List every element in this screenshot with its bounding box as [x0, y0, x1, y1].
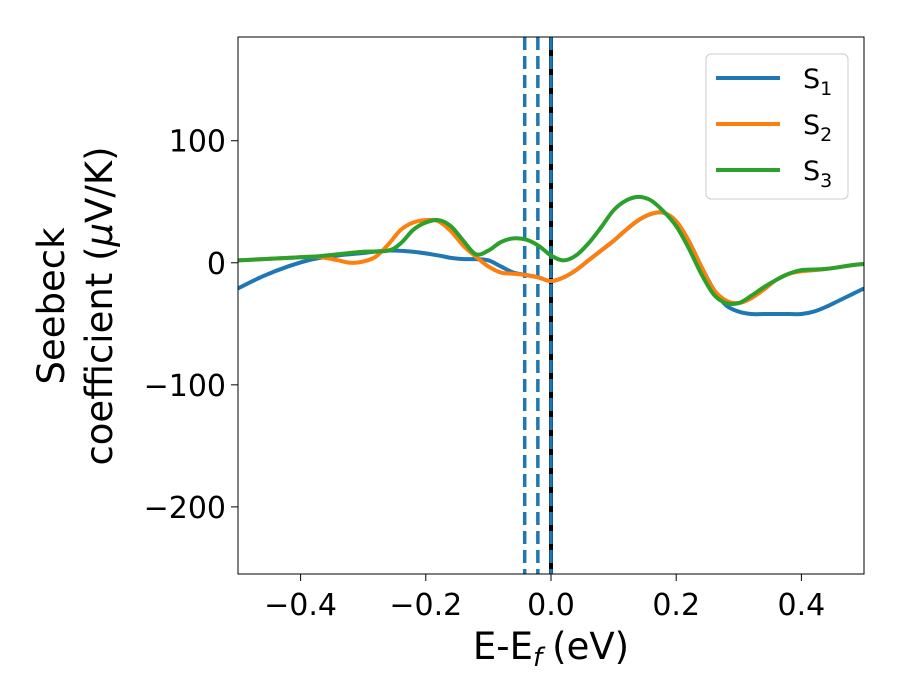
series-lines	[238, 194, 864, 317]
x-axis-ticks: −0.4 −0.2 0.0 0.2 0.4	[264, 574, 825, 623]
x-axis-label: E-Ef (eV)	[473, 625, 629, 673]
y-axis-label-line1: Seebeck	[30, 227, 73, 385]
y-tick-label: −100	[144, 369, 226, 404]
series-line-s3	[238, 194, 864, 307]
y-axis-label: Seebeck coefficient (μV/K)	[30, 146, 121, 465]
legend-box	[705, 53, 849, 200]
y-axis-ticks: 100 0 −100 −200	[144, 125, 238, 526]
legend: S1 S2 S3	[705, 53, 849, 200]
y-axis-label-unit: V/K)	[78, 146, 121, 222]
y-axis-label-coefficient: coefficient (	[78, 246, 121, 465]
legend-label-s3: S3	[803, 156, 832, 192]
vertical-reference-lines	[522, 37, 553, 574]
x-axis-label-unit: (eV)	[552, 625, 629, 668]
legend-label-s2: S2	[803, 110, 832, 146]
x-axis-label-sub: f	[533, 643, 546, 673]
y-axis-label-line2: coefficient (μV/K)	[78, 146, 121, 465]
y-tick-label: 0	[207, 247, 226, 282]
y-axis-label-mu: μ	[78, 223, 121, 248]
x-tick-label: 0.2	[652, 588, 700, 623]
x-tick-label: 0.4	[778, 588, 826, 623]
y-tick-label: 100	[169, 125, 226, 160]
x-tick-label: −0.2	[389, 588, 462, 623]
x-tick-label: 0.0	[527, 588, 575, 623]
y-tick-label: −200	[144, 491, 226, 526]
legend-label-s1: S1	[803, 64, 832, 100]
x-tick-label: −0.4	[264, 588, 337, 623]
x-axis-label-main: E-E	[473, 625, 533, 668]
